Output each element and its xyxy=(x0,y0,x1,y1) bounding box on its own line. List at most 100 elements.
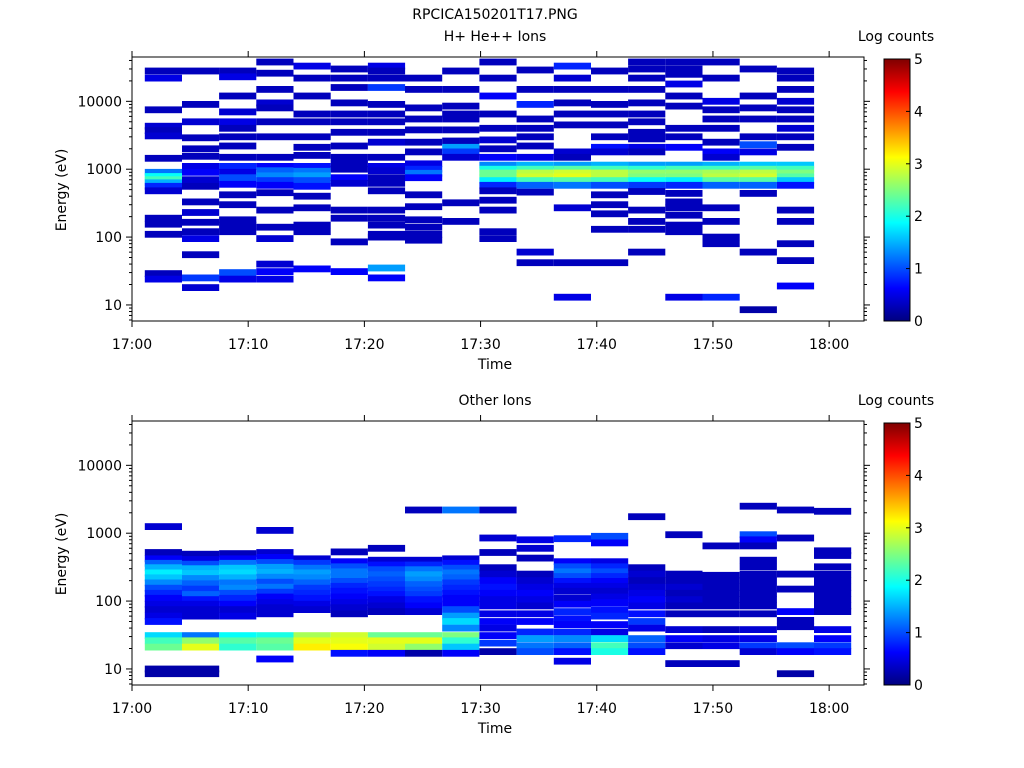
heatmap-cell xyxy=(442,612,480,620)
heatmap-cell xyxy=(367,118,406,126)
heatmap-cell xyxy=(628,648,666,655)
colorbar-tick-label: 4 xyxy=(914,104,923,120)
heatmap-cell xyxy=(182,560,220,568)
colorbar-tick-label: 3 xyxy=(914,157,923,173)
heatmap-cell xyxy=(256,58,294,66)
heatmap-cell xyxy=(442,137,480,145)
heatmap-cell xyxy=(814,547,852,555)
heatmap-cell xyxy=(516,142,554,150)
x-tick-label: 17:40 xyxy=(577,337,617,353)
heatmap-cell xyxy=(628,583,666,591)
heatmap-cell xyxy=(628,225,666,233)
heatmap-cell xyxy=(367,637,406,645)
x-tick-label: 17:30 xyxy=(460,701,500,717)
heatmap-cell xyxy=(330,110,368,118)
heatmap-cell xyxy=(405,160,443,168)
heatmap-cell xyxy=(628,128,666,136)
x-tick-label: 17:30 xyxy=(460,337,500,353)
heatmap-cell xyxy=(256,610,294,618)
heatmap-cell xyxy=(144,127,182,134)
heatmap-cell xyxy=(219,201,257,209)
heatmap-cell xyxy=(256,153,294,161)
heatmap-cell xyxy=(702,626,740,633)
colorbar-tick-label: 2 xyxy=(914,209,923,225)
heatmap-cell xyxy=(553,657,591,665)
heatmap-cell xyxy=(182,600,220,608)
heatmap-cell xyxy=(516,570,554,578)
heatmap-cell xyxy=(367,179,406,187)
heatmap-cell xyxy=(628,148,666,156)
heatmap-cell xyxy=(367,632,406,639)
heatmap-cell xyxy=(182,575,220,582)
heatmap-cell xyxy=(591,259,629,267)
heatmap-cell xyxy=(553,600,591,608)
y-tick-label: 10 xyxy=(104,662,122,678)
heatmap-cell xyxy=(442,649,480,657)
heatmap-cell xyxy=(405,561,443,569)
heatmap-cell xyxy=(516,610,554,618)
heatmap-cell xyxy=(776,177,815,184)
heatmap-cell xyxy=(219,221,257,229)
x-tick-label: 17:20 xyxy=(344,337,384,353)
heatmap-cell xyxy=(256,223,294,231)
heatmap-cell xyxy=(553,608,591,615)
heatmap-cell xyxy=(293,163,331,170)
heatmap-cell xyxy=(367,596,406,603)
heatmap-cell xyxy=(516,161,554,169)
heatmap-cell xyxy=(219,168,257,176)
heatmap-cell xyxy=(479,165,517,173)
heatmap-cell xyxy=(776,282,815,290)
heatmap-cell xyxy=(516,177,554,184)
heatmap-cell xyxy=(739,563,777,571)
heatmap-cell xyxy=(628,173,666,181)
heatmap-cell xyxy=(479,610,517,618)
heatmap-cell xyxy=(591,169,629,177)
heatmap-cell xyxy=(665,58,703,66)
x-tick-label: 17:00 xyxy=(112,337,152,353)
heatmap-cell xyxy=(553,628,591,636)
heatmap-cell xyxy=(591,161,629,169)
heatmap-cell xyxy=(553,558,591,566)
heatmap-cell xyxy=(442,600,480,608)
heatmap-cell xyxy=(776,206,815,214)
heatmap-cell xyxy=(144,220,182,228)
heatmap-cell xyxy=(702,583,740,591)
heatmap-cell xyxy=(702,240,740,248)
heatmap-cell xyxy=(702,660,740,667)
heatmap-cell xyxy=(553,594,591,602)
heatmap-cell xyxy=(144,670,182,678)
heatmap-cell xyxy=(591,148,629,156)
heatmap-cell xyxy=(479,196,517,204)
heatmap-cell xyxy=(293,74,331,82)
heatmap-cell xyxy=(665,531,703,539)
heatmap-cell xyxy=(330,84,368,91)
heatmap-cell xyxy=(442,218,480,225)
colorbar-tick-label: 0 xyxy=(914,314,923,330)
heatmap-cell xyxy=(330,153,368,161)
heatmap-cell xyxy=(182,550,220,558)
heatmap-cell xyxy=(479,506,517,514)
heatmap-cell xyxy=(144,270,182,277)
heatmap-cell xyxy=(739,190,777,197)
heatmap-cell xyxy=(182,182,220,190)
heatmap-cell xyxy=(219,584,257,592)
heatmap-cell xyxy=(442,148,480,156)
heatmap-cell xyxy=(591,143,629,151)
heatmap-cell xyxy=(330,142,368,150)
heatmap-cell xyxy=(553,578,591,585)
heatmap-cell xyxy=(665,190,703,197)
heatmap-cell xyxy=(553,153,591,161)
heatmap-cell xyxy=(591,201,629,209)
heatmap-cell xyxy=(702,153,740,161)
heatmap-cell xyxy=(330,238,368,246)
heatmap-cell xyxy=(442,86,480,93)
heatmap-cell xyxy=(665,660,703,667)
heatmap-cell xyxy=(256,167,294,175)
heatmap-cell xyxy=(293,152,331,159)
heatmap-cell xyxy=(367,84,406,91)
heatmap-cell xyxy=(256,172,294,180)
heatmap-cell xyxy=(405,556,443,564)
heatmap-cell xyxy=(739,610,777,618)
heatmap-cell xyxy=(405,223,443,231)
heatmap-cell xyxy=(219,180,257,188)
